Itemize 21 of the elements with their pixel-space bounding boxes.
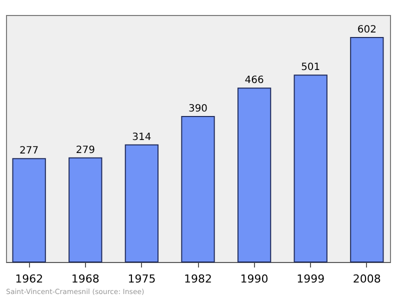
bar [294, 74, 328, 262]
x-tick-label: 1962 [15, 272, 44, 286]
x-tick-label: 1990 [240, 272, 268, 286]
data-label: 466 [244, 75, 264, 86]
data-label: 501 [301, 62, 320, 74]
data-label: 602 [357, 24, 376, 36]
bar [350, 36, 384, 262]
bar [237, 88, 272, 262]
bar [124, 144, 159, 262]
x-tick-label: 1982 [184, 272, 212, 286]
x-tick-label: 1968 [71, 272, 100, 286]
x-tick-label: 1975 [128, 272, 156, 286]
data-label: 390 [188, 104, 208, 115]
bar [68, 157, 102, 262]
data-label: 314 [132, 132, 152, 143]
x-tick-label: 1999 [296, 272, 325, 286]
x-tick-label: 2008 [352, 272, 381, 286]
data-label: 279 [76, 144, 95, 156]
bar [12, 158, 46, 262]
data-label: 277 [20, 146, 39, 157]
bar [181, 116, 215, 262]
